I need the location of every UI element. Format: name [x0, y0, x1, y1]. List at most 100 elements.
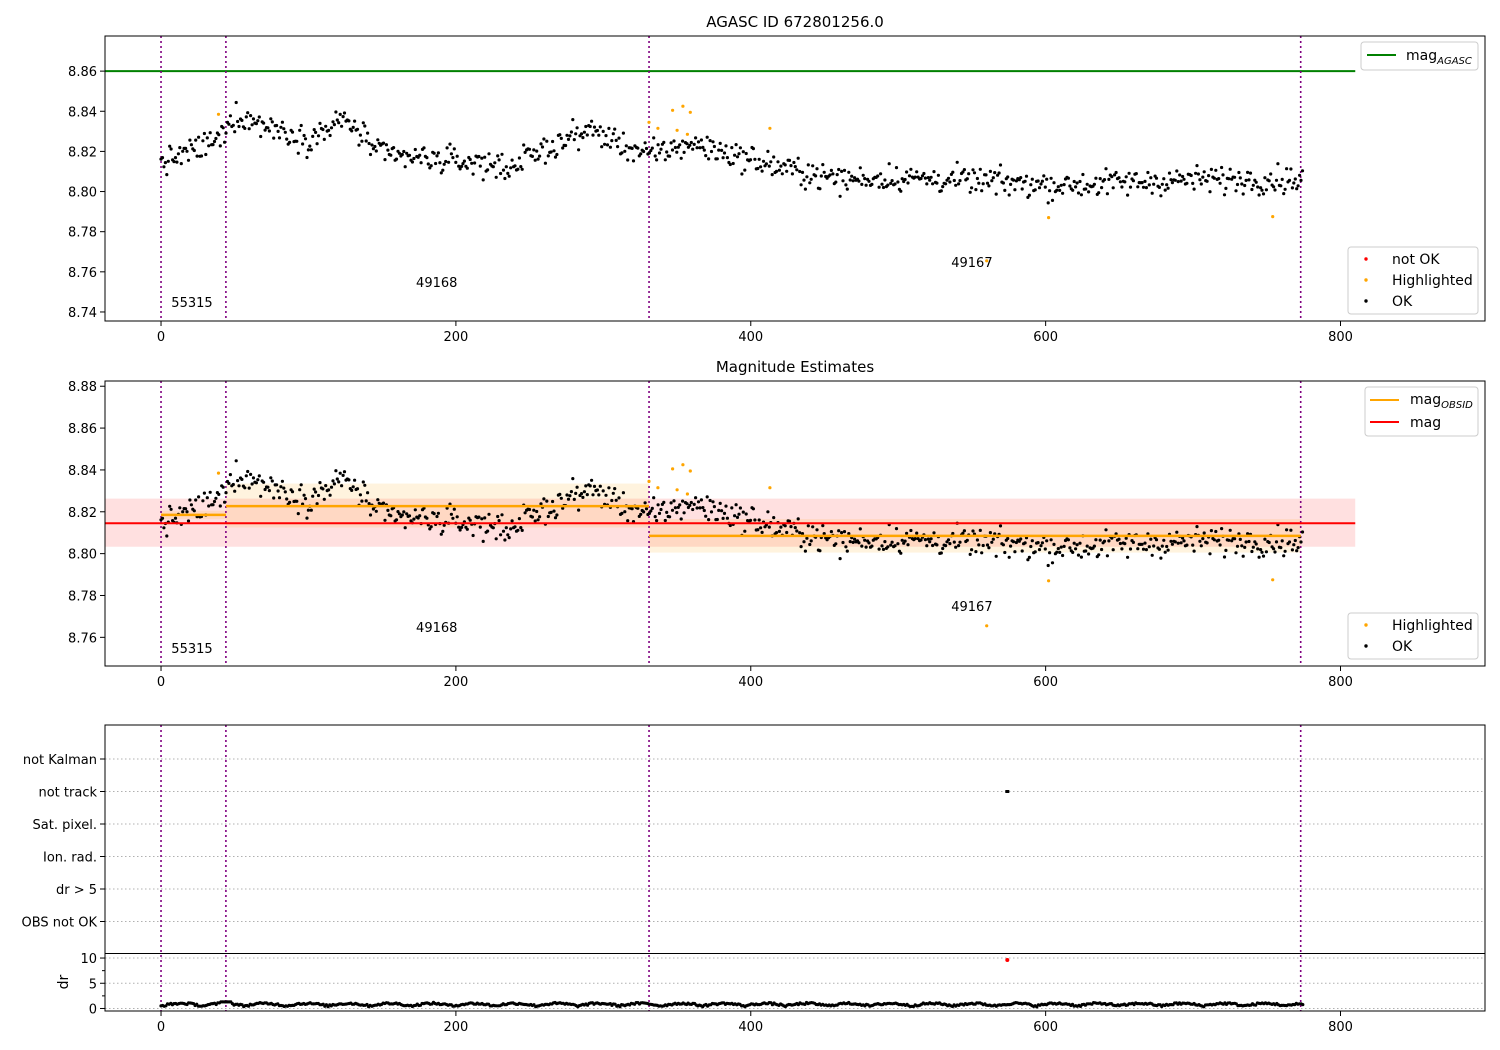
p2-ok-point-695	[1163, 550, 1167, 554]
p1-ok-point-572	[985, 181, 990, 185]
p2-ok-point-220	[477, 515, 481, 519]
p1-ok-point-574	[988, 169, 993, 173]
p1-ok-point-232	[494, 175, 498, 179]
p1-ok-point-693	[1160, 182, 1164, 186]
p1-highlighted-point-7	[685, 132, 690, 136]
p1-ok-point-602	[1029, 183, 1033, 187]
p1-ok-point-187	[429, 164, 433, 168]
dr-point-283	[618, 1005, 622, 1009]
p2-ok-point-334	[642, 510, 646, 514]
p1-ok-point-440	[795, 168, 799, 172]
p1-ok-point-450	[809, 177, 813, 181]
p2-ok-point-394	[728, 523, 732, 528]
p2-ok-point-117	[328, 493, 332, 497]
p1-ok-point-633	[1074, 185, 1078, 189]
p2-ok-point-704	[1176, 541, 1180, 545]
p1-ytick-label-8.84: 8.84	[68, 105, 97, 120]
p2-ok-point-405	[744, 512, 748, 516]
p2-ok-point-459	[822, 532, 826, 536]
p2-ok-point-72	[263, 487, 267, 492]
p2-ok-point-189	[432, 511, 436, 516]
p2-ok-point-506	[890, 540, 894, 544]
p1-ok-point-401	[738, 146, 743, 150]
p1-ok-point-239	[504, 165, 508, 169]
p1-ok-point-591	[1013, 188, 1017, 192]
p1-ok-point-775	[1279, 184, 1283, 188]
p2-ok-point-404	[743, 529, 747, 533]
p1-ok-point-144	[367, 141, 371, 146]
p1-ok-point-761	[1259, 186, 1263, 190]
p1-ok-point-104	[309, 148, 313, 152]
p1-ok-point-210	[462, 159, 466, 163]
p1-ok-point-287	[574, 132, 578, 136]
p1-ok-point-714	[1191, 181, 1195, 185]
p3-xtick-label-0: 0	[157, 1020, 165, 1035]
p1-ok-point-573	[987, 184, 991, 188]
p1-ok-point-754	[1248, 171, 1253, 175]
p2-ok-point-473	[842, 530, 847, 534]
p2-ok-point-399	[735, 515, 740, 520]
p1-ok-point-297	[588, 124, 592, 129]
p2-ok-point-108	[315, 502, 319, 506]
p2-ok-point-476	[847, 532, 851, 536]
p2-ok-point-603	[1030, 539, 1034, 543]
p1-ok-point-349	[663, 158, 667, 162]
p1-ok-point-207	[458, 167, 462, 171]
p1-ok-point-478	[850, 174, 854, 178]
p1-ok-point-447	[805, 175, 809, 179]
p2-ok-point-74	[266, 485, 270, 489]
p2-ok-point-319	[620, 511, 624, 515]
p2-ok-point-248	[517, 517, 522, 521]
p2-ok-point-739	[1227, 538, 1231, 542]
p2-ok-point-36	[211, 503, 215, 507]
p1-ok-point-629	[1068, 184, 1072, 188]
p1-ok-point-220	[477, 154, 481, 159]
p2-ok-point-629	[1068, 546, 1072, 550]
p2-ok-point-560	[968, 552, 972, 557]
legend-highlighted-marker-2	[1364, 623, 1368, 627]
p1-ok-point-386	[717, 148, 721, 152]
p1-ok-point-734	[1220, 165, 1224, 170]
p2-ok-point-545	[946, 538, 951, 542]
p1-ok-point-744	[1234, 189, 1238, 193]
p2-ok-point-778	[1283, 549, 1287, 553]
p1-ok-point-395	[730, 146, 734, 150]
p2-ok-point-278	[561, 506, 565, 510]
p2-ok-point-1	[160, 516, 165, 520]
p1-ok-point-201	[449, 152, 453, 156]
p2-ok-point-330	[636, 506, 640, 510]
p1-ok-point-174	[410, 160, 414, 164]
p2-ok-point-612	[1043, 547, 1047, 551]
p2-ok-point-355	[672, 499, 676, 503]
p2-ok-point-202	[451, 516, 455, 520]
p2-ok-point-613	[1045, 539, 1049, 543]
p1-ok-point-13	[178, 146, 182, 150]
p1-ok-point-340	[650, 146, 654, 150]
p2-ok-point-756	[1251, 545, 1255, 549]
legend-points-top-box	[1347, 246, 1479, 315]
p1-ok-point-663	[1117, 176, 1121, 180]
p1-ok-point-550	[954, 183, 958, 187]
p1-ok-point-284	[569, 130, 574, 134]
p1-ok-point-247	[516, 167, 520, 171]
p2-highlighted-point-10	[1047, 579, 1051, 583]
p2-ok-point-306	[601, 489, 605, 493]
p2-ok-point-475	[845, 549, 849, 553]
p2-ok-point-782	[1289, 528, 1293, 532]
p2-ok-point-721	[1201, 537, 1205, 541]
p2-ok-point-442	[798, 531, 802, 535]
p2-ok-point-95	[296, 511, 300, 516]
p1-ok-point-106	[312, 128, 316, 132]
legend-not-ok-marker	[1364, 257, 1368, 261]
p1-ok-point-519	[909, 167, 913, 171]
p1-ok-point-25	[195, 154, 199, 158]
p2-ok-point-715	[1192, 549, 1196, 553]
p1-ok-point-483	[857, 179, 861, 183]
p2-ok-point-573	[987, 546, 991, 550]
p2-ok-point-694	[1162, 538, 1166, 542]
p1-ok-point-388	[720, 148, 724, 152]
p2-ok-point-700	[1170, 542, 1174, 546]
p1-ok-point-552	[957, 182, 961, 186]
p2-ok-point-707	[1181, 536, 1185, 540]
p1-ok-point-653	[1102, 178, 1107, 182]
